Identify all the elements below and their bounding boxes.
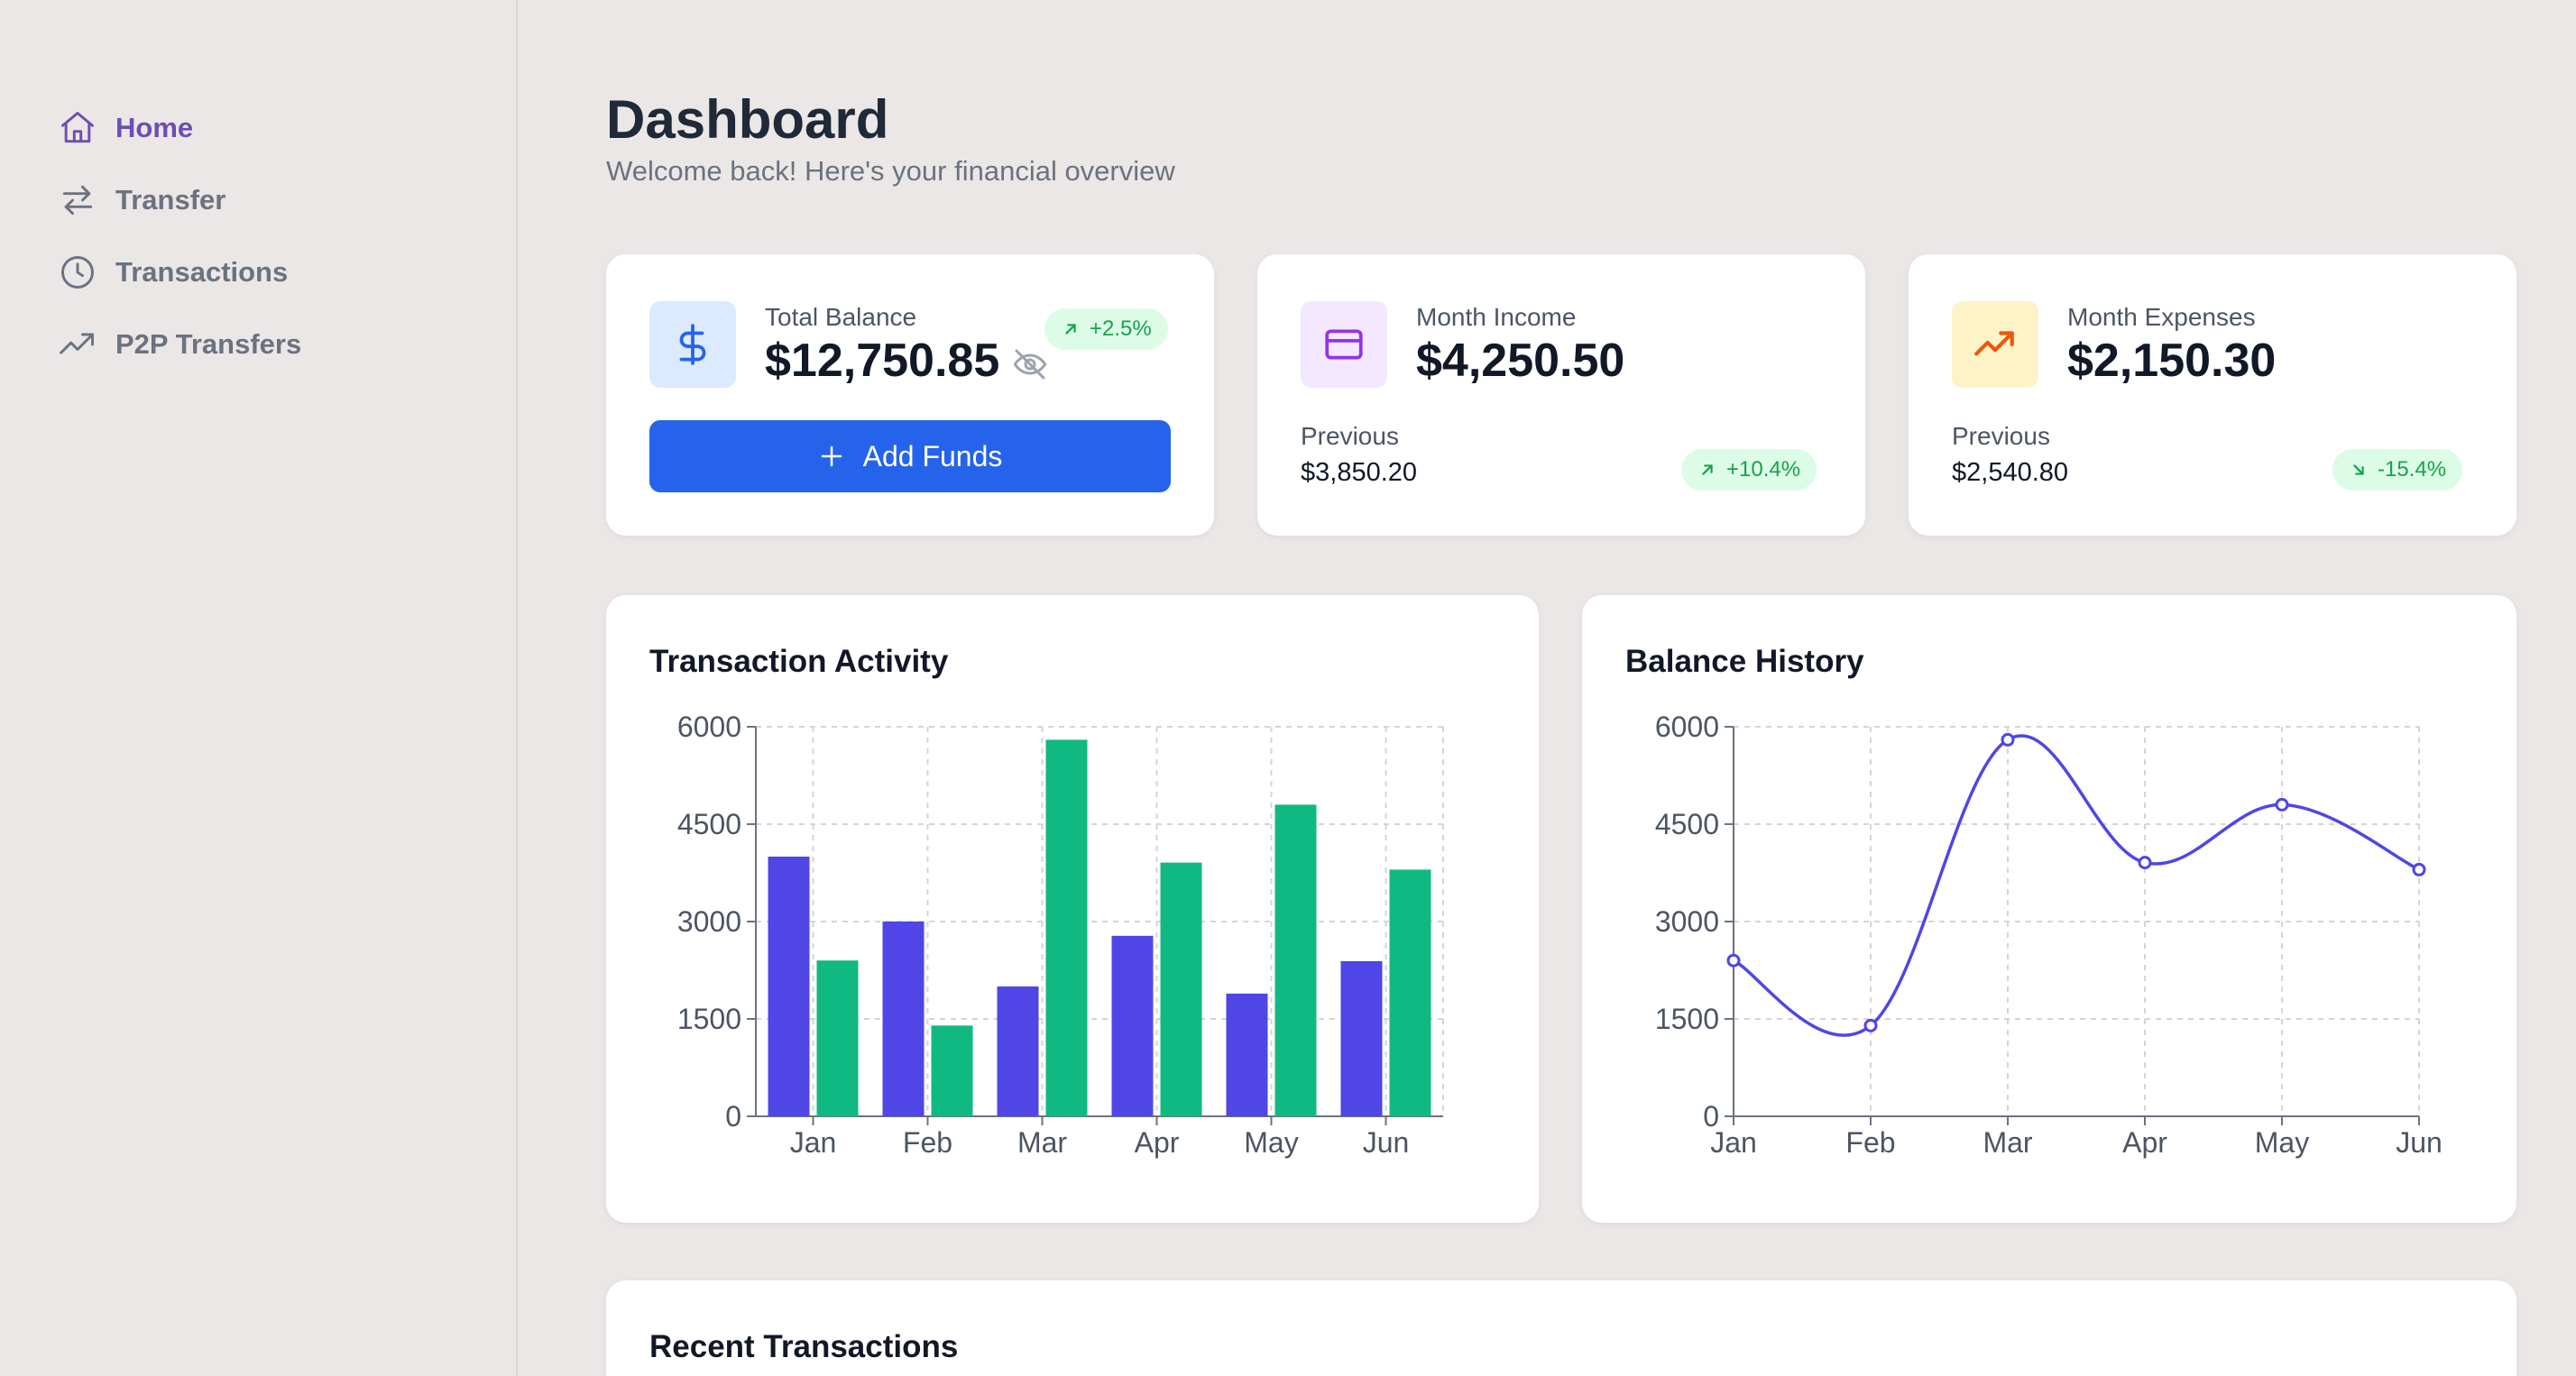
month-expenses-label: Month Expenses [2067, 303, 2256, 331]
income-change-badge: +10.4% [1681, 449, 1817, 491]
month-income-card: Month Income $4,250.50 Previous $3,850.2… [1257, 254, 1865, 536]
sidebar-item-label: Transfer [115, 184, 226, 216]
arrow-up-right-icon [1065, 324, 1076, 335]
dollar-icon [649, 301, 736, 388]
y-tick-label: 0 [725, 1100, 741, 1133]
plus-icon [821, 445, 842, 467]
bar [997, 986, 1039, 1116]
balance-history-card: Balance History 0 1500 3000 4500 6000 Jan Feb M… [1582, 595, 2516, 1223]
data-point [1726, 953, 1741, 968]
sidebar-item-label: Home [115, 112, 194, 143]
expenses-previous-value: $2,540.80 [1952, 458, 2069, 487]
month-income-value: $4,250.50 [1416, 335, 1625, 387]
y-tick-label: 1500 [1655, 1003, 1719, 1035]
add-funds-label: Add Funds [862, 439, 1003, 472]
badge-text: +10.4% [1726, 457, 1801, 482]
transfer-arrows-icon [62, 185, 93, 216]
bar [816, 960, 859, 1116]
month-expenses-value: $2,150.30 [2067, 335, 2277, 387]
trending-up-icon [1952, 301, 2038, 388]
total-balance-card: Total Balance $12,750.85 +2.5% Add Funds [606, 254, 1214, 536]
sidebar: Home Transfer Transactions P2P Transfers [0, 0, 518, 1376]
bar [1045, 739, 1088, 1116]
sidebar-item-p2p-transfers[interactable]: P2P Transfers [0, 316, 516, 373]
x-tick-label: Jun [1363, 1126, 1410, 1159]
badge-text: +2.5% [1090, 316, 1152, 341]
x-tick-label: Feb [903, 1126, 952, 1159]
home-icon [61, 112, 94, 143]
bar [1160, 862, 1202, 1116]
y-tick-label: 0 [1703, 1100, 1719, 1133]
x-tick-label: Feb [1845, 1126, 1895, 1159]
total-balance-label: Total Balance [765, 303, 917, 331]
transaction-activity-card: Transaction Activity 0 1500 3000 4500 6000 Ja… [606, 595, 1539, 1223]
data-point [1863, 1018, 1878, 1032]
x-tick-label: Jan [790, 1126, 837, 1159]
income-previous-value: $3,850.20 [1301, 458, 1418, 487]
eye-off-icon[interactable] [1012, 346, 1048, 382]
data-point [2275, 797, 2289, 812]
chart-title: Balance History [1625, 644, 1864, 679]
y-tick-label: 3000 [677, 905, 741, 938]
y-tick-label: 6000 [677, 711, 741, 743]
x-tick-label: Jun [2396, 1126, 2443, 1159]
month-expenses-card: Month Expenses $2,150.30 Previous $2,540… [1909, 254, 2516, 536]
sidebar-item-label: Transactions [115, 256, 289, 288]
bar [1226, 993, 1268, 1116]
recent-transactions-card: Recent Transactions [606, 1280, 2516, 1376]
x-tick-label: Mar [1017, 1126, 1067, 1159]
sidebar-item-transactions[interactable]: Transactions [0, 243, 516, 301]
add-funds-button[interactable]: Add Funds [649, 420, 1171, 492]
transaction-activity-chart: 0 1500 3000 4500 6000 Jan Feb Mar Apr May Jun [677, 711, 1444, 1159]
y-tick-label: 4500 [1655, 808, 1719, 840]
data-point [2138, 856, 2152, 870]
balance-change-badge: +2.5% [1044, 308, 1168, 350]
x-tick-label: May [1244, 1126, 1298, 1159]
data-point [2001, 732, 2015, 747]
data-point [2412, 862, 2426, 876]
page-subtitle: Welcome back! Here's your financial over… [606, 155, 1175, 187]
bar [768, 857, 810, 1116]
badge-text: -15.4% [2378, 457, 2447, 482]
month-income-label: Month Income [1416, 303, 1577, 331]
x-tick-label: Jan [1710, 1126, 1757, 1159]
page-title: Dashboard [606, 89, 889, 150]
arrow-down-right-icon [2353, 464, 2364, 475]
credit-card-icon [1301, 301, 1387, 388]
recent-transactions-title: Recent Transactions [649, 1329, 959, 1364]
x-tick-label: Apr [2122, 1126, 2167, 1159]
bar [882, 922, 925, 1116]
expenses-previous-label: Previous [1952, 422, 2050, 450]
x-tick-label: May [2255, 1126, 2309, 1159]
sidebar-item-home[interactable]: Home [0, 99, 516, 157]
bar [1111, 935, 1154, 1116]
arrow-up-right-icon [1702, 464, 1713, 475]
clock-icon [61, 256, 94, 289]
bar [931, 1025, 973, 1116]
trending-up-icon [60, 333, 94, 354]
balance-history-chart: 0 1500 3000 4500 6000 Jan Feb Mar Apr May Jun [1655, 711, 2443, 1159]
series-line [1733, 734, 2420, 1037]
y-tick-label: 6000 [1655, 711, 1719, 743]
sidebar-item-transfer[interactable]: Transfer [0, 171, 516, 229]
y-tick-label: 1500 [677, 1003, 741, 1035]
bar [1274, 804, 1317, 1116]
y-tick-label: 4500 [677, 808, 741, 840]
sidebar-item-label: P2P Transfers [115, 328, 302, 360]
y-tick-label: 3000 [1655, 905, 1719, 938]
income-previous-label: Previous [1301, 422, 1399, 450]
expenses-change-badge: -15.4% [2332, 449, 2463, 491]
bar [1389, 869, 1431, 1116]
total-balance-value: $12,750.85 [765, 335, 1000, 387]
x-tick-label: Apr [1135, 1126, 1180, 1159]
bar [1340, 960, 1383, 1116]
chart-title: Transaction Activity [649, 644, 949, 679]
x-tick-label: Mar [1983, 1126, 2032, 1159]
